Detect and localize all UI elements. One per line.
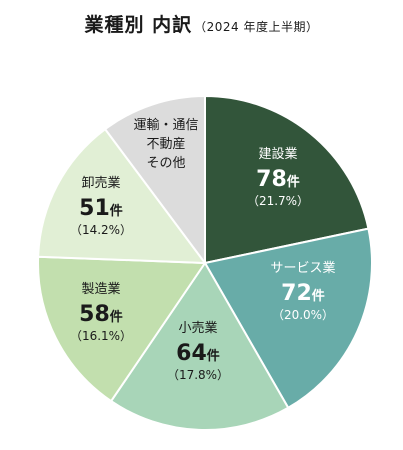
slice-name: 小売業: [178, 320, 217, 336]
slice-percent: （16.1%）: [70, 329, 132, 343]
slice-name: 不動産: [146, 136, 185, 152]
slice-label-1: サービス業 72件 （20.0%）: [270, 260, 335, 322]
pie-slices: [37, 95, 373, 431]
slice-name: 卸売業: [81, 175, 120, 191]
chart-title-main: 業種別 内訳: [84, 14, 193, 36]
slice-name: サービス業: [270, 260, 335, 276]
slice-label-2: 小売業 64件 （17.8%）: [167, 320, 229, 382]
slice-name: 建設業: [258, 146, 297, 162]
pie-labels: 建設業 78件 （21.7%） サービス業 72件 （20.0%） 小売業 64件 （17.8%…: [70, 118, 336, 382]
slice-percent: （14.2%）: [70, 223, 132, 237]
pie-slice-2: [110, 262, 290, 431]
pie-slice-5: [104, 95, 206, 264]
slice-count: 51件: [79, 196, 123, 221]
chart-title-period: （2024 年度上半期）: [194, 20, 319, 34]
slice-percent: （20.0%）: [272, 308, 334, 322]
slice-label-3: 製造業 58件 （16.1%）: [70, 281, 132, 343]
pie-slice-1: [204, 227, 373, 409]
slice-count: 72件: [281, 281, 325, 306]
slice-name: 製造業: [81, 281, 120, 297]
slice-count: 78件: [256, 167, 300, 192]
slice-percent: （21.7%）: [247, 194, 309, 208]
slice-count: 64件: [176, 341, 220, 366]
pie-slice-4: [37, 128, 206, 264]
slice-label-0: 建設業 78件 （21.7%）: [247, 146, 309, 208]
slice-percent: （17.8%）: [167, 368, 229, 382]
pie-slice-0: [204, 95, 370, 264]
slice-count: 58件: [79, 302, 123, 327]
pie-slice-3: [37, 255, 206, 403]
slice-name: その他: [146, 156, 185, 171]
slice-name: 運輸・通信: [133, 118, 198, 133]
slice-label-4: 卸売業 51件 （14.2%）: [70, 175, 132, 237]
chart-title: 業種別 内訳 （2024 年度上半期）: [0, 10, 403, 37]
